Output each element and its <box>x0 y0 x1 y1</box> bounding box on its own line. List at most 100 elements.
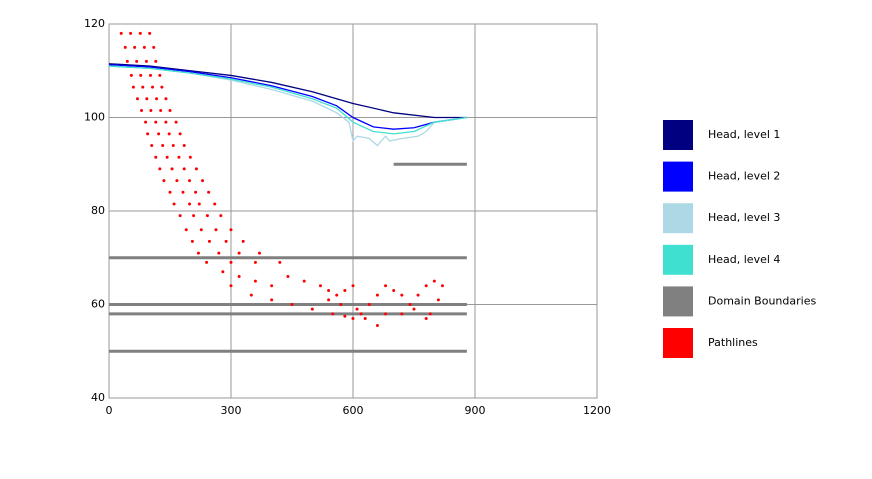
legend-swatch <box>663 203 693 234</box>
pathline-point <box>205 260 209 264</box>
pathline-point <box>335 293 339 297</box>
pathline-point <box>224 239 228 243</box>
pathline-point <box>205 214 209 218</box>
pathline-point <box>178 132 182 136</box>
pathline-point <box>158 73 162 77</box>
y-tick-label: 80 <box>91 204 105 217</box>
pathline-point <box>119 31 123 35</box>
pathline-point <box>384 312 388 316</box>
pathline-point <box>416 293 420 297</box>
pathline-point <box>219 214 223 218</box>
pathline-point <box>152 45 156 49</box>
pathline-point <box>125 59 129 63</box>
pathline-point <box>181 190 185 194</box>
pathline-point <box>190 239 194 243</box>
pathline-point <box>229 284 233 288</box>
pathline-point <box>217 251 221 255</box>
pathline-point <box>359 312 363 316</box>
pathline-point <box>188 155 192 159</box>
pathline-point <box>351 317 355 321</box>
pathline-point <box>140 108 144 112</box>
legend-swatch <box>663 244 693 275</box>
pathline-point <box>142 45 146 49</box>
series-line <box>109 162 467 353</box>
pathline-point <box>188 179 192 183</box>
pathline-point <box>162 179 166 183</box>
pathline-point <box>351 284 355 288</box>
pathline-point <box>278 260 282 264</box>
pathline-point <box>155 97 159 101</box>
legend-swatch <box>663 328 693 358</box>
pathline-point <box>221 270 225 274</box>
pathline-point <box>182 144 186 148</box>
pathline-point <box>139 73 143 77</box>
pathline-point <box>133 45 137 49</box>
x-tick-label: 900 <box>465 404 486 417</box>
pathline-point <box>154 120 158 124</box>
pathline-point <box>213 202 217 206</box>
pathline-point <box>168 108 172 112</box>
pathline-point <box>154 59 158 63</box>
pathline-point <box>229 260 233 264</box>
pathline-point <box>135 59 139 63</box>
x-tick-label: 1200 <box>583 404 611 417</box>
x-tick-label: 300 <box>221 404 242 417</box>
series-line <box>108 65 467 147</box>
pathline-point <box>164 120 168 124</box>
pathline-point <box>158 167 162 171</box>
pathline-point <box>229 228 233 232</box>
pathline-point <box>129 73 133 77</box>
pathline-point <box>164 97 168 101</box>
pathline-point <box>168 190 172 194</box>
legend-label: Pathlines <box>708 336 758 349</box>
pathline-point <box>188 202 192 206</box>
pathline-point <box>201 179 205 183</box>
pathline-point <box>310 307 314 311</box>
pathline-point <box>339 303 343 306</box>
pathline-point <box>141 85 145 89</box>
pathline-point <box>214 228 218 232</box>
pathline-point <box>384 284 388 288</box>
pathline-point <box>199 228 203 232</box>
pathline-point <box>355 307 359 311</box>
pathline-point <box>150 144 154 148</box>
pathline-point <box>131 85 135 89</box>
pathline-point <box>237 251 241 255</box>
pathline-point <box>184 228 188 232</box>
pathline-point <box>327 298 331 302</box>
pathline-point <box>237 274 241 278</box>
legend-label: Head, level 3 <box>708 211 780 224</box>
pathline-point <box>249 293 253 297</box>
pathline-point <box>194 167 198 171</box>
pathline-point <box>151 85 155 89</box>
x-tick-label: 600 <box>343 404 364 417</box>
pathline-point <box>412 307 416 311</box>
pathline-point <box>172 202 176 206</box>
pathline-point <box>302 279 306 283</box>
pathline-point <box>253 279 257 283</box>
legend-swatch <box>663 161 693 192</box>
pathline-point <box>327 288 331 292</box>
pathline-point <box>432 279 436 283</box>
pathline-point <box>286 274 290 278</box>
legend-label: Head, level 2 <box>708 170 780 183</box>
pathline-point <box>157 132 161 136</box>
pathline-point <box>167 132 171 136</box>
pathline-point <box>257 251 261 255</box>
pathline-point <box>290 303 294 306</box>
pathline-point <box>146 132 150 136</box>
pathline-point <box>174 120 178 124</box>
pathline-point <box>424 284 428 288</box>
pathline-point <box>400 293 404 297</box>
pathline-point <box>171 144 175 148</box>
pathline-point <box>144 120 148 124</box>
pathline-point <box>138 31 142 35</box>
pathline-point <box>241 239 245 243</box>
series-line <box>108 63 467 119</box>
pathline-point <box>440 284 444 288</box>
pathline-point <box>318 284 322 288</box>
series-line <box>108 65 467 135</box>
pathline-point <box>436 298 440 302</box>
y-tick-label: 120 <box>84 17 105 30</box>
